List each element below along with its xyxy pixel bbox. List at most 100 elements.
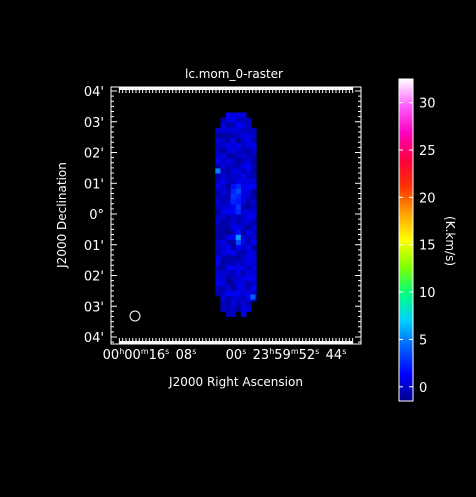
- raster-pixel: [225, 301, 232, 307]
- raster-pixel: [246, 117, 252, 124]
- x-axis-label: J2000 Right Ascension: [168, 375, 303, 389]
- raster-pixel: [251, 168, 257, 175]
- raster-pixel: [240, 224, 247, 231]
- raster-pixel: [246, 209, 252, 215]
- raster-pixel: [230, 158, 237, 164]
- raster-pixel: [215, 234, 221, 241]
- raster-pixel: [215, 148, 221, 154]
- raster-pixel: [240, 163, 247, 169]
- raster-pixel: [240, 168, 247, 175]
- raster-pixel: [235, 296, 242, 302]
- x-tick-label: 44s: [326, 347, 347, 363]
- raster-pixel: [230, 143, 237, 149]
- raster-pixel: [215, 178, 221, 185]
- raster-pixel: [251, 250, 257, 256]
- raster-pixel: [240, 127, 247, 134]
- raster-pixel: [215, 291, 221, 297]
- raster-pixel: [235, 127, 242, 134]
- raster-pixel: [225, 229, 232, 236]
- raster-pixel: [240, 250, 247, 256]
- raster-pixel: [240, 270, 247, 277]
- colorbar-tick-label: 0: [419, 381, 427, 396]
- raster-pixel: [230, 163, 237, 169]
- raster-pixel: [246, 270, 252, 277]
- raster-pixel: [251, 148, 257, 154]
- raster-pixel: [225, 214, 232, 220]
- intensity-raster: [215, 112, 257, 317]
- raster-pixel: [230, 209, 237, 215]
- raster-pixel: [215, 158, 221, 164]
- raster-pixel: [246, 285, 252, 292]
- raster-pixel: [225, 204, 232, 210]
- raster-pixel: [230, 219, 237, 226]
- raster-pixel: [246, 199, 252, 205]
- raster-pixel: [251, 132, 257, 139]
- raster-pixel: [235, 132, 242, 139]
- raster-pixel: [215, 275, 221, 282]
- raster-pixel: [235, 270, 242, 277]
- raster-pixel: [215, 250, 221, 256]
- raster-pixel: [235, 260, 242, 266]
- raster-pixel: [230, 178, 237, 185]
- colorbar-tick-label: 10: [419, 286, 436, 301]
- raster-pixel: [246, 234, 252, 241]
- raster-pixel: [215, 173, 221, 180]
- raster-pixel: [215, 127, 221, 134]
- raster-pixel: [215, 270, 221, 277]
- raster-pixel: [230, 245, 237, 251]
- raster-pixel: [215, 280, 221, 287]
- raster-pixel: [225, 250, 232, 256]
- raster-pixel: [230, 204, 237, 210]
- raster-pixel: [230, 199, 237, 205]
- raster-pixel: [246, 306, 252, 312]
- raster-pixel: [220, 178, 226, 185]
- raster-pixel: [235, 183, 242, 190]
- raster-pixel: [246, 127, 252, 134]
- raster-pixel: [215, 245, 221, 251]
- raster-pixel: [246, 301, 252, 307]
- raster-pixel: [235, 173, 242, 180]
- raster-pixel: [215, 229, 221, 236]
- raster-pixel: [225, 132, 232, 139]
- raster-pixel: [235, 143, 242, 149]
- raster-pixel: [235, 168, 242, 175]
- raster-pixel: [250, 294, 256, 300]
- raster-pixel: [220, 306, 226, 312]
- raster-pixel: [225, 245, 232, 251]
- raster-pixel: [251, 265, 257, 271]
- raster-pixel: [225, 270, 232, 277]
- raster-pixel: [246, 138, 252, 144]
- raster-pixel: [235, 189, 242, 195]
- raster-pixel: [215, 209, 221, 215]
- raster-pixel: [220, 229, 226, 236]
- raster-pixel: [230, 173, 237, 180]
- raster-pixel: [240, 153, 247, 159]
- raster-pixel: [235, 194, 242, 200]
- raster-pixel: [215, 163, 221, 169]
- chart-title: lc.mom_0-raster: [185, 67, 283, 81]
- raster-pixel: [240, 112, 247, 118]
- raster-pixel: [235, 122, 242, 129]
- raster-pixel: [225, 291, 232, 297]
- raster-pixel: [240, 301, 247, 307]
- raster-pixel: [235, 301, 242, 307]
- raster-pixel: [251, 285, 257, 292]
- raster-pixel: [230, 183, 237, 190]
- raster-pixel: [230, 224, 237, 231]
- raster-pixel: [235, 117, 242, 124]
- raster-pixel: [235, 199, 242, 205]
- raster-pixel: [251, 229, 257, 236]
- raster-pixel: [215, 132, 221, 139]
- raster-pixel: [251, 245, 257, 251]
- raster-pixel: [235, 250, 242, 256]
- raster-pixel: [235, 224, 242, 231]
- raster-pixel: [230, 255, 237, 261]
- raster-pixel: [220, 132, 226, 139]
- raster-pixel: [225, 234, 232, 241]
- raster-pixel: [225, 173, 232, 180]
- raster-pixel: [235, 148, 242, 154]
- raster-pixel: [240, 132, 247, 139]
- raster-pixel: [240, 117, 247, 124]
- raster-pixel: [230, 240, 237, 246]
- raster-pixel: [240, 199, 247, 205]
